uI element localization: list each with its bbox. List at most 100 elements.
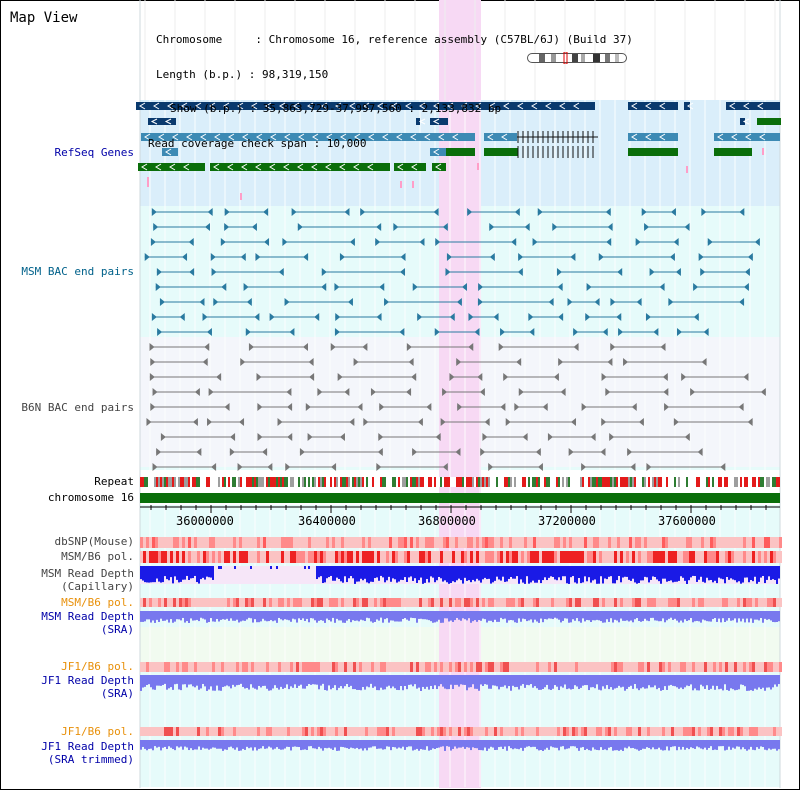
depth-bar <box>156 566 158 579</box>
depth-bar <box>600 611 602 622</box>
depth-bar <box>226 740 228 750</box>
depth-bar <box>762 740 764 747</box>
depth-bar <box>768 566 770 577</box>
depth-bar <box>192 675 194 687</box>
depth-bar <box>594 675 596 689</box>
bac-end-marker <box>618 328 624 336</box>
depth-bar <box>140 611 142 622</box>
depth-bar <box>142 611 144 622</box>
repeat-segment <box>320 477 322 487</box>
polymorphism-cell <box>563 598 566 607</box>
bac-end-marker <box>743 283 749 291</box>
gene-strand-arrow <box>284 133 291 141</box>
depth-bar <box>640 566 642 581</box>
polymorphism-cell <box>578 551 581 563</box>
depth-bar <box>568 566 570 584</box>
depth-bar <box>646 566 648 578</box>
polymorphism-cell <box>575 537 578 548</box>
depth-bar <box>288 611 290 621</box>
depth-bar <box>384 740 386 750</box>
depth-bar <box>756 675 758 690</box>
depth-bar <box>270 611 272 621</box>
depth-bar <box>670 740 672 748</box>
depth-bar <box>674 675 676 687</box>
polymorphism-cell <box>719 598 722 607</box>
depth-bar <box>648 675 650 686</box>
depth-bar <box>320 740 322 749</box>
polymorphism-cell <box>161 537 164 548</box>
depth-bar <box>214 675 216 691</box>
chromosome-ideogram[interactable] <box>527 52 627 64</box>
depth-bar <box>200 611 202 618</box>
polymorphism-cell <box>152 598 155 607</box>
polymorphism-cell <box>344 662 347 672</box>
polymorphism-cell <box>560 598 563 607</box>
depth-bar <box>622 611 624 621</box>
polymorphism-cell <box>569 537 572 548</box>
polymorphism-cell <box>422 537 425 548</box>
polymorphism-cell <box>578 598 581 607</box>
polymorphism-cell <box>329 551 332 563</box>
depth-bar <box>140 740 142 750</box>
polymorphism-cell <box>479 727 482 736</box>
polymorphism-cell <box>140 727 143 736</box>
depth-bar <box>684 740 686 750</box>
polymorphism-cell <box>773 598 776 607</box>
depth-bar <box>486 740 488 751</box>
depth-bar <box>410 740 412 747</box>
bac-end-marker <box>571 418 577 426</box>
bac-end-marker <box>528 313 534 321</box>
polymorphism-cell <box>218 662 221 672</box>
gene-strand-arrow <box>743 102 750 110</box>
polymorphism-cell <box>494 727 497 736</box>
depth-bar <box>438 566 440 577</box>
depth-bar <box>750 611 752 619</box>
bac-end-marker <box>627 448 633 456</box>
gene-strand-arrow <box>433 148 440 156</box>
depth-bar <box>590 566 592 583</box>
bac-end-marker <box>376 463 382 471</box>
repeat-segment <box>564 477 566 487</box>
depth-bar <box>236 611 238 620</box>
depth-bar <box>658 566 660 582</box>
repeat-segment <box>598 477 600 487</box>
polymorphism-cell <box>149 537 152 548</box>
gene-strand-arrow <box>396 133 403 141</box>
depth-bar <box>732 740 734 748</box>
depth-bar <box>168 740 170 747</box>
polymorphism-cell <box>146 598 149 607</box>
polymorphism-cell <box>464 727 467 736</box>
depth-bar <box>298 675 300 686</box>
polymorphism-cell <box>437 598 440 607</box>
depth-bar <box>514 611 516 623</box>
depth-bar <box>776 740 778 751</box>
gene-strand-arrow <box>717 133 724 141</box>
chromosome-info: Chromosome : Chromosome 16, reference as… <box>148 11 633 161</box>
depth-bar <box>700 675 702 685</box>
depth-bar <box>310 611 312 619</box>
gene-strand-arrow <box>461 102 468 110</box>
depth-bar <box>414 740 416 750</box>
polymorphism-cell <box>605 551 608 563</box>
polymorphism-cell <box>527 727 530 736</box>
polymorphism-cell <box>260 662 263 672</box>
polymorphism-cell <box>563 662 566 672</box>
polymorphism-cell <box>653 537 656 548</box>
depth-bar <box>152 740 154 751</box>
repeat-segment <box>344 477 346 487</box>
depth-bar <box>436 740 438 749</box>
polymorphism-cell <box>506 727 509 736</box>
bac-end-marker <box>590 433 596 441</box>
polymorphism-cell <box>449 551 452 563</box>
repeat-segment <box>718 477 720 487</box>
polymorphism-cell <box>743 662 746 672</box>
depth-bar <box>396 566 398 583</box>
depth-bar <box>654 566 656 578</box>
depth-bar <box>188 740 190 751</box>
bac-end-marker <box>149 343 155 351</box>
polymorphism-cell <box>626 551 629 563</box>
depth-bar <box>734 675 736 691</box>
bac-end-marker <box>362 343 368 351</box>
msm-bac-label: MSM BAC end pairs <box>21 265 134 278</box>
